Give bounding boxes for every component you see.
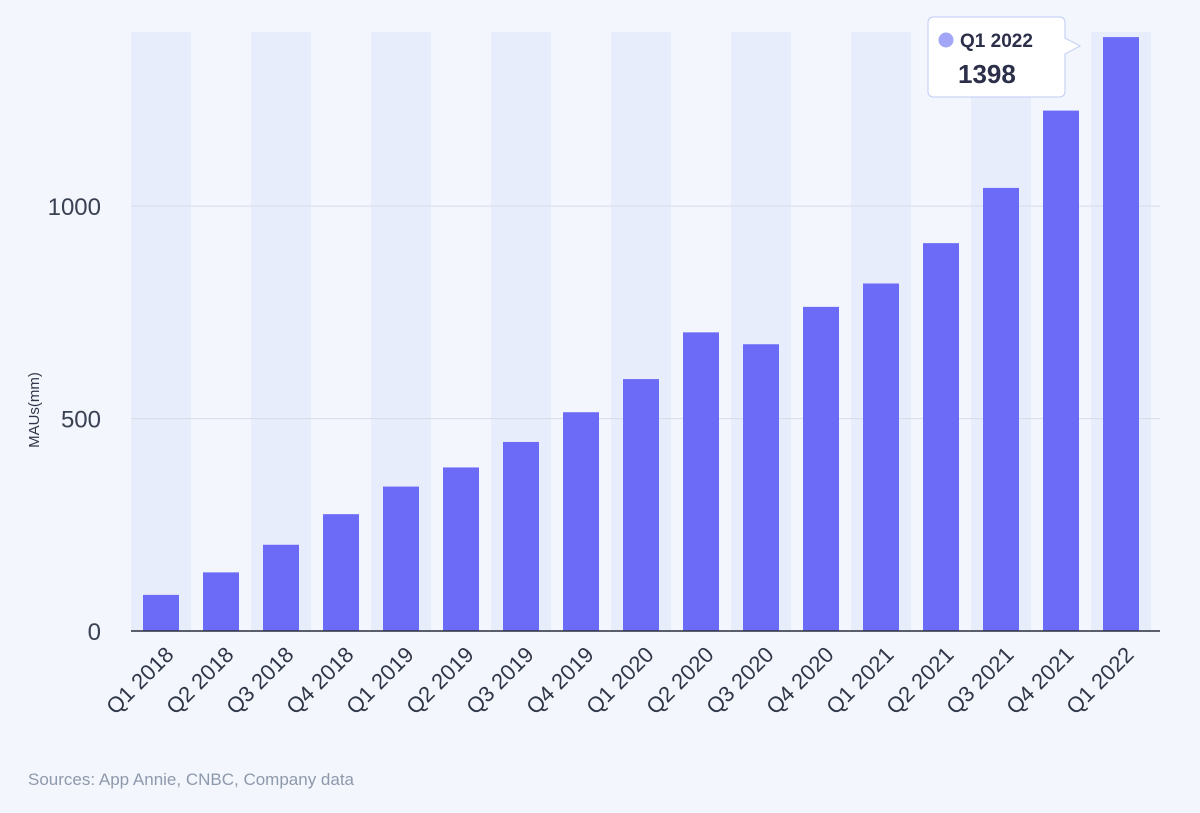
tooltip[interactable]: Q1 2022 1398 <box>927 16 1082 98</box>
bar[interactable] <box>923 243 959 631</box>
tooltip-category: Q1 2022 <box>960 31 1033 52</box>
bar[interactable] <box>323 514 359 631</box>
source-note: Sources: App Annie, CNBC, Company data <box>28 770 355 789</box>
bar[interactable] <box>803 306 839 631</box>
bar[interactable] <box>503 441 539 631</box>
bar[interactable] <box>563 412 599 631</box>
bar[interactable] <box>683 332 719 631</box>
bar[interactable] <box>1043 110 1079 631</box>
bar[interactable] <box>263 544 299 631</box>
bar[interactable] <box>203 572 239 631</box>
band <box>251 32 311 631</box>
band <box>131 32 191 631</box>
tooltip-series-marker <box>938 32 954 48</box>
tooltip-box <box>927 16 1082 98</box>
y-tick-label: 0 <box>88 619 101 646</box>
y-tick-label: 1000 <box>48 194 101 221</box>
y-tick-labels: 0 500 1000 <box>48 194 101 646</box>
bar[interactable] <box>383 486 419 631</box>
bar[interactable] <box>983 187 1019 632</box>
bar[interactable] <box>863 283 899 631</box>
y-tick-label: 500 <box>61 407 101 434</box>
bar[interactable] <box>1103 37 1139 631</box>
x-tick-label: Q1 2022 <box>1061 642 1138 719</box>
bar[interactable] <box>443 467 479 631</box>
bar[interactable] <box>143 594 179 631</box>
y-axis-label: MAUs(mm) <box>26 372 43 448</box>
bars <box>143 37 1139 632</box>
bar[interactable] <box>743 344 779 631</box>
bar[interactable] <box>623 379 659 631</box>
tooltip-value: 1398 <box>958 59 1016 89</box>
